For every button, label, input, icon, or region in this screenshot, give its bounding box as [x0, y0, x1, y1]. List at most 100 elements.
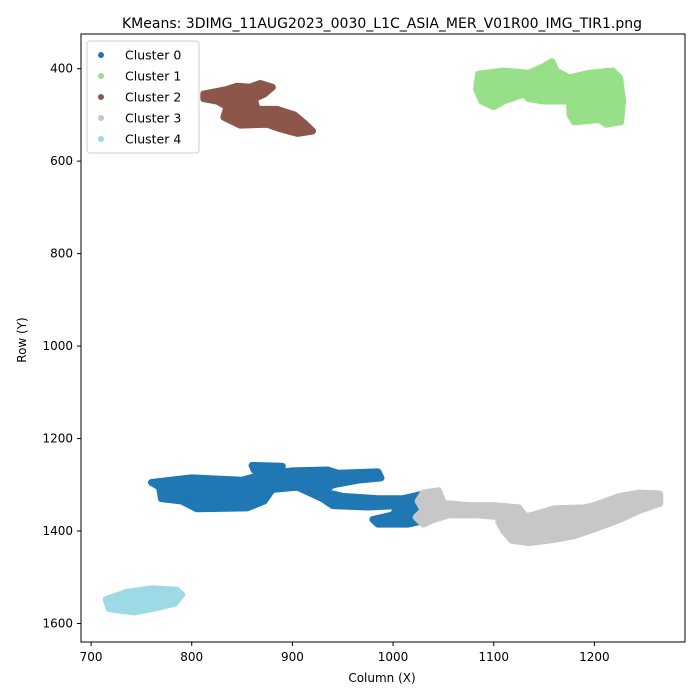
data-point	[231, 499, 238, 506]
data-point	[566, 528, 573, 535]
data-point	[606, 115, 613, 122]
data-point	[316, 486, 323, 493]
data-point	[187, 490, 194, 496]
data-point	[190, 496, 197, 503]
data-point	[480, 75, 487, 82]
data-point	[359, 471, 365, 478]
data-point	[282, 485, 289, 491]
data-point	[544, 63, 551, 70]
data-point	[351, 469, 357, 476]
data-point	[603, 500, 610, 507]
chart-title: KMeans: 3DIMG_11AUG2023_0030_L1C_ASIA_ME…	[122, 16, 642, 32]
data-point	[596, 116, 603, 123]
data-point	[582, 88, 589, 95]
data-point	[350, 501, 357, 508]
data-point	[516, 88, 523, 95]
data-point	[216, 484, 223, 491]
data-point	[567, 111, 574, 118]
data-point	[216, 97, 223, 104]
data-point	[536, 79, 543, 86]
data-point	[509, 524, 516, 531]
data-point	[400, 520, 407, 527]
data-point	[381, 499, 388, 506]
data-point	[643, 493, 650, 500]
data-point	[327, 492, 334, 499]
data-point	[619, 98, 626, 105]
data-point	[147, 587, 154, 593]
data-point	[572, 507, 579, 514]
data-point	[240, 87, 247, 94]
data-point	[180, 476, 187, 482]
data-point	[259, 473, 266, 480]
data-point	[428, 504, 434, 511]
data-point	[312, 470, 319, 477]
data-point	[558, 86, 565, 93]
data-point	[526, 528, 533, 535]
data-point	[528, 81, 535, 88]
data-point	[423, 519, 429, 526]
data-point	[578, 528, 585, 535]
data-point	[321, 474, 328, 481]
data-point	[593, 512, 600, 519]
data-point	[577, 104, 584, 111]
data-point	[200, 502, 207, 508]
y-tick-label: 400	[50, 62, 73, 76]
data-point	[250, 501, 257, 508]
data-point	[550, 70, 557, 77]
data-point	[503, 504, 510, 511]
data-point	[216, 488, 223, 495]
series-cluster-3	[412, 487, 664, 547]
data-point	[403, 508, 409, 515]
y-axis: 400 600 800 1000 1200 1400 1600	[42, 62, 81, 631]
data-point	[619, 499, 626, 506]
data-point	[322, 491, 328, 498]
data-point	[234, 91, 241, 98]
data-point	[149, 479, 156, 486]
data-point	[357, 503, 364, 510]
data-point	[478, 510, 485, 517]
data-point	[262, 108, 269, 115]
data-point	[265, 490, 272, 497]
data-point	[545, 517, 552, 524]
data-point	[562, 79, 569, 86]
data-point	[574, 100, 581, 107]
data-point	[532, 531, 539, 538]
data-point	[158, 484, 165, 491]
data-point	[576, 92, 582, 99]
data-point	[200, 493, 207, 500]
data-point	[224, 499, 231, 505]
data-point	[389, 514, 396, 521]
data-point	[330, 471, 337, 478]
data-point	[205, 499, 212, 506]
data-point	[584, 522, 591, 529]
y-tick-label: 1200	[42, 432, 73, 446]
data-point	[602, 80, 609, 87]
data-point	[237, 480, 244, 486]
data-point	[494, 93, 501, 100]
data-point	[228, 89, 235, 96]
data-point	[491, 77, 498, 84]
data-point	[241, 111, 248, 118]
data-point	[226, 101, 233, 108]
data-point	[324, 467, 330, 474]
data-point	[229, 106, 236, 113]
data-point	[476, 80, 483, 86]
data-point	[601, 514, 608, 521]
data-point	[258, 113, 265, 120]
data-point	[218, 497, 225, 504]
data-point	[604, 85, 611, 92]
data-point	[293, 120, 300, 127]
data-point	[615, 89, 622, 96]
data-point	[241, 495, 248, 502]
data-point	[265, 484, 272, 491]
data-point	[549, 524, 555, 531]
legend-label: Cluster 1	[125, 69, 181, 84]
data-point	[245, 487, 252, 494]
data-point	[629, 491, 636, 498]
data-point	[553, 518, 560, 525]
data-point	[361, 499, 368, 506]
data-point	[230, 492, 237, 498]
data-point	[327, 499, 333, 506]
legend-marker	[98, 136, 104, 142]
data-point	[631, 505, 638, 512]
